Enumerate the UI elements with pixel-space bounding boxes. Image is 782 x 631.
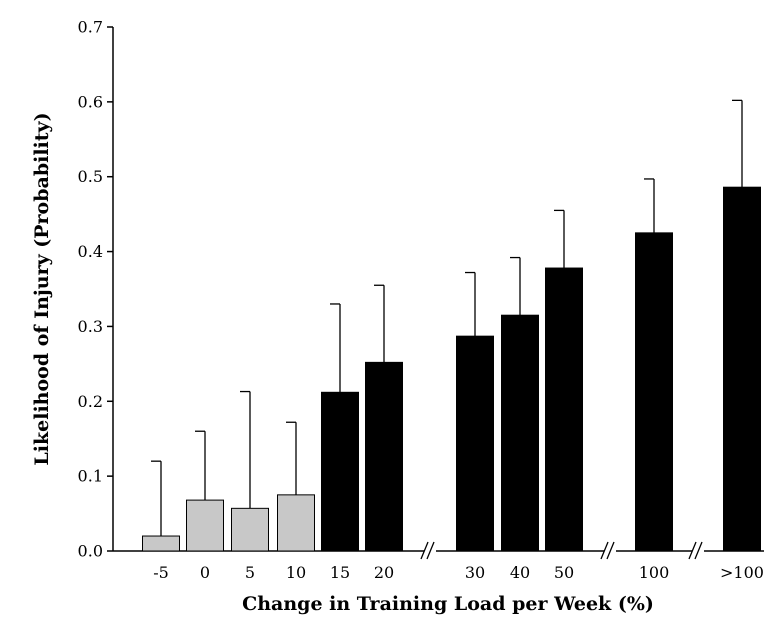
y-tick-label: 0.3 bbox=[78, 317, 103, 336]
x-tick-label: 10 bbox=[286, 563, 306, 582]
axis-break-slash bbox=[600, 541, 609, 560]
y-tick-label: 0.1 bbox=[78, 467, 103, 486]
bar bbox=[501, 314, 539, 552]
y-axis: 0.0 0.1 0.2 0.3 0.4 0.5 0.6 0.7 bbox=[78, 18, 114, 561]
bar bbox=[142, 535, 180, 552]
bar bbox=[186, 499, 224, 552]
axis-break-slash bbox=[688, 541, 697, 560]
bar bbox=[277, 494, 315, 552]
bar bbox=[456, 335, 494, 552]
bar bbox=[231, 507, 269, 552]
x-tick-label: 20 bbox=[374, 563, 394, 582]
y-tick-label: 0.4 bbox=[78, 242, 103, 261]
bar bbox=[635, 232, 673, 552]
x-tick-label: 40 bbox=[510, 563, 530, 582]
axis-breaks bbox=[420, 541, 704, 561]
x-tick-label: 100 bbox=[639, 563, 670, 582]
axis-break-mark bbox=[688, 541, 704, 561]
bars bbox=[142, 99, 761, 552]
bar bbox=[545, 267, 583, 552]
y-axis-title: Likelihood of Injury (Probability) bbox=[31, 112, 53, 465]
x-tick-label: -5 bbox=[153, 563, 169, 582]
y-tick-label: 0.0 bbox=[78, 542, 103, 561]
y-tick-label: 0.6 bbox=[78, 92, 103, 111]
y-tick-label: 0.7 bbox=[78, 18, 103, 37]
x-tick-label: 50 bbox=[554, 563, 574, 582]
x-axis-title: Change in Training Load per Week (%) bbox=[242, 593, 654, 615]
axis-break-slash bbox=[420, 541, 429, 560]
x-tick-label: >100 bbox=[720, 563, 764, 582]
axis-break-slash bbox=[606, 541, 615, 560]
y-tick-label: 0.5 bbox=[78, 167, 103, 186]
bar bbox=[321, 391, 359, 552]
bar bbox=[723, 186, 761, 552]
x-tick-label: 30 bbox=[465, 563, 485, 582]
axis-break-slash bbox=[694, 541, 703, 560]
axis-break-mark bbox=[600, 541, 616, 561]
x-tick-label: 0 bbox=[200, 563, 210, 582]
axis-break-slash bbox=[426, 541, 435, 560]
bar bbox=[365, 361, 403, 552]
axis-break-mark bbox=[420, 541, 436, 561]
x-tick-label: 5 bbox=[245, 563, 255, 582]
x-axis: -5 0 5 10 15 20 30 40 50 100 >100 bbox=[113, 550, 764, 582]
y-tick-label: 0.2 bbox=[78, 392, 103, 411]
x-tick-label: 15 bbox=[330, 563, 350, 582]
